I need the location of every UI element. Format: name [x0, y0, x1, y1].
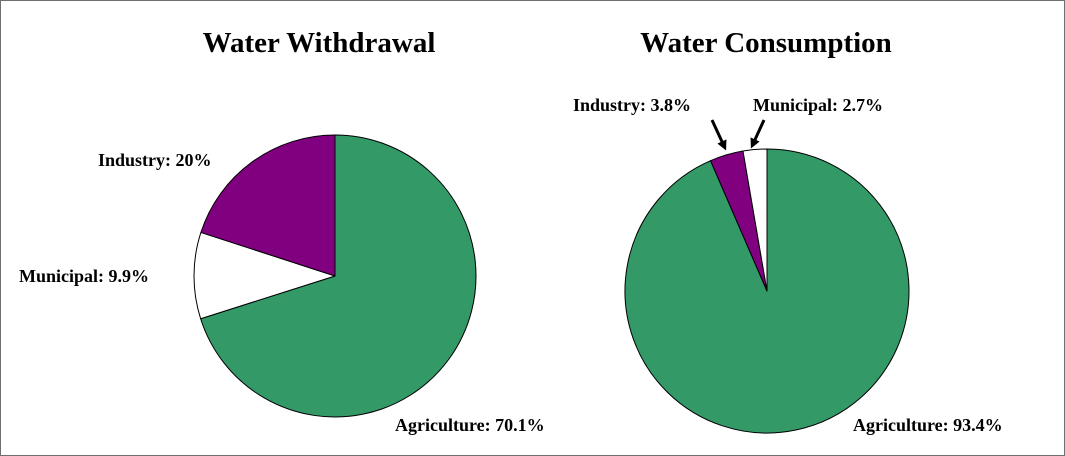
- withdrawal-label-industry: Industry: 20%: [98, 150, 212, 170]
- withdrawal-pie: [193, 134, 477, 418]
- industry-callout-arrow: [710, 119, 727, 151]
- consumption-label-agriculture: Agriculture: 93.4%: [853, 415, 1003, 435]
- withdrawal-label-agriculture: Agriculture: 70.1%: [395, 415, 545, 435]
- consumption-slice-agriculture: [624, 148, 910, 434]
- withdrawal-chart: Water Withdrawal Agriculture: 70.1% Muni…: [19, 27, 545, 435]
- withdrawal-label-municipal: Municipal: 9.9%: [19, 266, 149, 286]
- withdrawal-slice-agriculture: [200, 134, 477, 418]
- consumption-chart: Water Consumption Agriculture: 93.4% Ind…: [573, 27, 1003, 435]
- consumption-chart-title: Water Consumption: [640, 27, 892, 59]
- consumption-label-municipal: Municipal: 2.7%: [753, 95, 883, 115]
- withdrawal-slice-municipal: [193, 231, 336, 320]
- withdrawal-chart-title: Water Withdrawal: [203, 27, 436, 59]
- withdrawal-slice-industry: [200, 134, 336, 277]
- consumption-pie: [624, 148, 910, 434]
- municipal-callout-arrow: [750, 119, 766, 149]
- consumption-label-industry: Industry: 3.8%: [573, 95, 691, 115]
- consumption-slice-municipal: [742, 148, 768, 292]
